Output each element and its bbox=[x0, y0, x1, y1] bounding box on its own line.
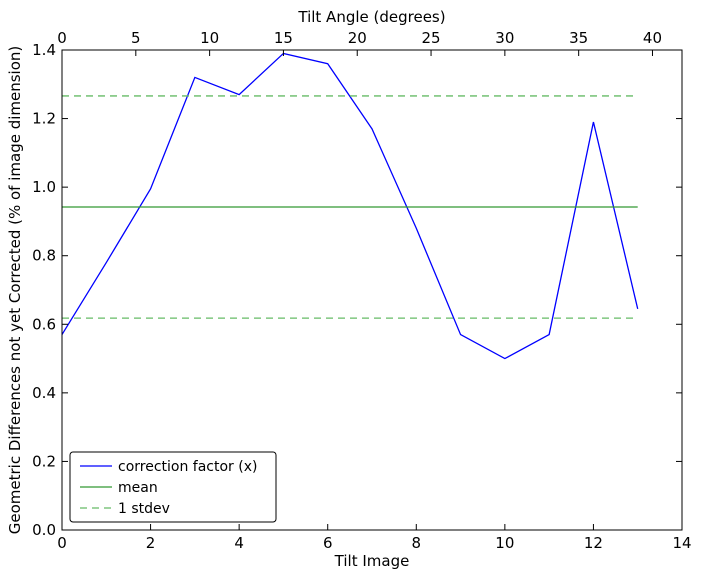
x-tick-label: 12 bbox=[584, 534, 603, 552]
x-tick-label: 4 bbox=[234, 534, 244, 552]
y-tick-label: 0.0 bbox=[32, 521, 56, 539]
x-tick-label: 0 bbox=[57, 534, 67, 552]
x-tick-label: 8 bbox=[412, 534, 422, 552]
top-x-tick-label: 20 bbox=[348, 29, 367, 47]
legend: correction factor (x) mean 1 stdev bbox=[69, 451, 277, 523]
top-x-tick-label: 25 bbox=[422, 29, 441, 47]
x-tick-label: 2 bbox=[146, 534, 156, 552]
x-tick-label: 6 bbox=[323, 534, 333, 552]
x-axis-label: Tilt Image bbox=[334, 552, 410, 570]
y-tick-label: 1.4 bbox=[32, 41, 56, 59]
plot-frame bbox=[61, 49, 683, 531]
legend-label: correction factor (x) bbox=[118, 459, 257, 475]
top-x-tick-label: 30 bbox=[495, 29, 514, 47]
top-x-tick-label: 35 bbox=[569, 29, 588, 47]
y-tick-label: 0.8 bbox=[32, 247, 56, 265]
top-x-axis-label: Tilt Angle (degrees) bbox=[297, 8, 445, 26]
top-x-tick-label: 40 bbox=[643, 29, 662, 47]
top-x-tick-label: 0 bbox=[57, 29, 67, 47]
y-tick-label: 1.0 bbox=[32, 178, 56, 196]
y-tick-label: 0.4 bbox=[32, 384, 56, 402]
top-x-tick-label: 10 bbox=[200, 29, 219, 47]
axis-ticks bbox=[61, 49, 683, 531]
top-x-tick-label: 5 bbox=[131, 29, 141, 47]
y-tick-label: 0.6 bbox=[32, 315, 56, 333]
x-tick-label: 10 bbox=[495, 534, 514, 552]
x-tick-label: 14 bbox=[672, 534, 691, 552]
legend-label: 1 stdev bbox=[118, 501, 170, 517]
y-axis-label: Geometric Differences not yet Corrected … bbox=[6, 46, 24, 535]
plot-area bbox=[61, 52, 639, 360]
series-line-0 bbox=[61, 52, 639, 360]
tick-labels: 0 2 4 6 8 10 12 14 0 5 10 15 20 25 30 35 40 0.0 0.2 0.4 0.6 0… bbox=[32, 29, 691, 552]
legend-box bbox=[69, 451, 277, 523]
y-tick-label: 0.2 bbox=[32, 452, 56, 470]
top-x-tick-label: 15 bbox=[274, 29, 293, 47]
legend-label: mean bbox=[118, 480, 158, 496]
y-tick-label: 1.2 bbox=[32, 110, 56, 128]
